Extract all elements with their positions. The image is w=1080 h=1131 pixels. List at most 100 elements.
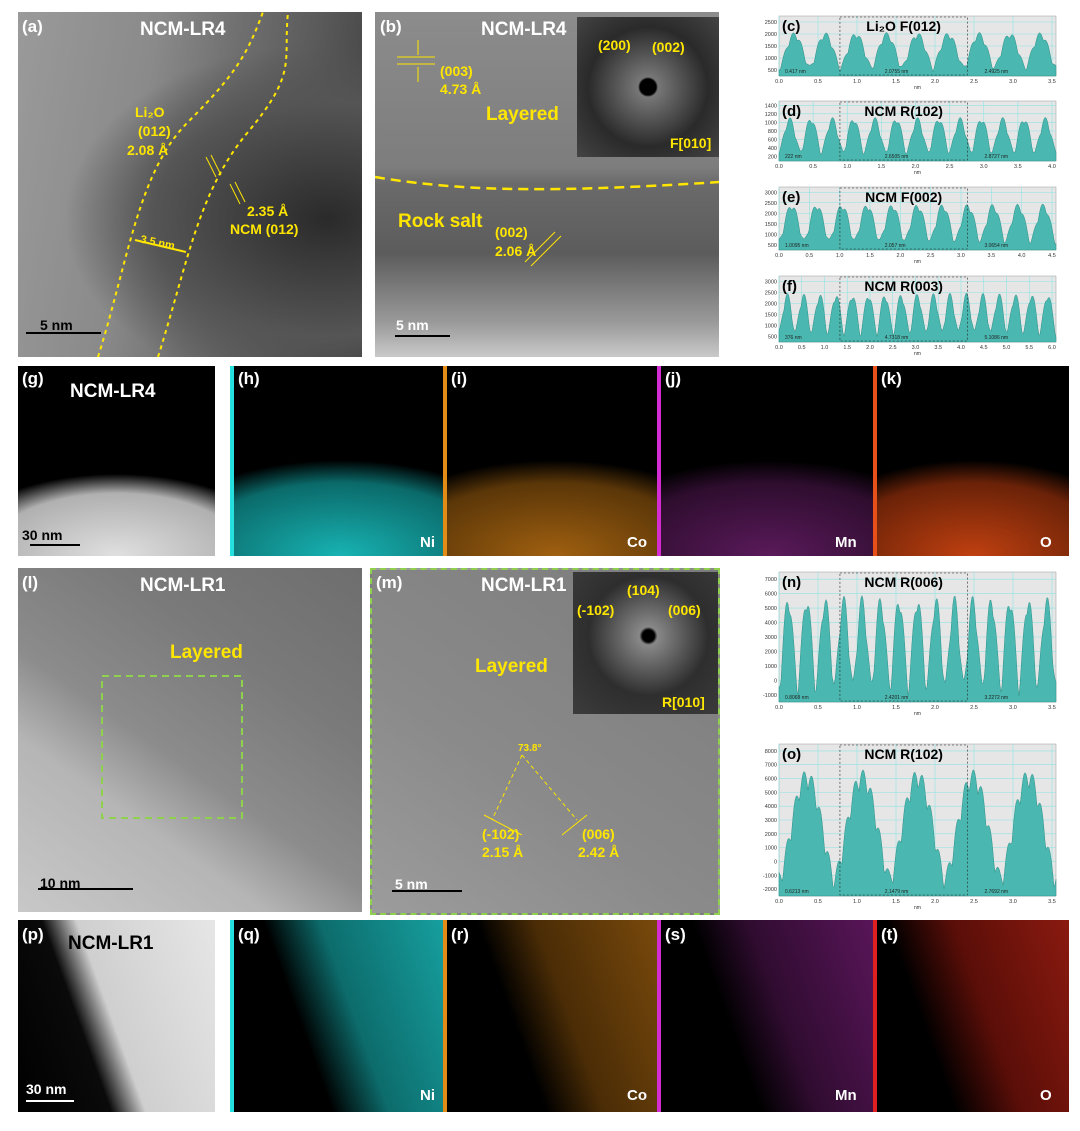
panel-label: (a) bbox=[22, 17, 43, 36]
tem-image bbox=[18, 568, 362, 912]
inset-label: (002) bbox=[652, 39, 685, 55]
profile-title: NCM R(003) bbox=[864, 278, 943, 294]
annotation: Layered bbox=[475, 656, 548, 677]
y-tick-label: 500 bbox=[768, 335, 777, 341]
y-tick-label: 200 bbox=[768, 155, 777, 161]
panel-label: (e) bbox=[782, 189, 800, 206]
y-tick-label: 3000 bbox=[765, 280, 777, 286]
y-tick-label: 2500 bbox=[765, 20, 777, 26]
profile-curve bbox=[778, 769, 1057, 897]
panel-title: NCM-LR4 bbox=[140, 19, 226, 40]
panel-label: (b) bbox=[380, 17, 402, 36]
measurement: 222 nm bbox=[785, 154, 802, 160]
y-tick-label: 3000 bbox=[765, 190, 777, 196]
measurement: 5.1086 nm bbox=[984, 335, 1008, 341]
measurement: 2.8727 nm bbox=[984, 154, 1008, 160]
element-label: O bbox=[1040, 1087, 1052, 1104]
measurement: 376 nm bbox=[785, 335, 802, 341]
measurement: 0.8068 nm bbox=[785, 695, 809, 701]
panel-label: (p) bbox=[22, 925, 44, 944]
profile-title: Li₂O F(012) bbox=[866, 18, 941, 34]
x-axis-label: nm bbox=[914, 351, 921, 357]
overlay bbox=[483, 754, 588, 836]
eds-map bbox=[657, 366, 877, 556]
annotation: Layered bbox=[170, 642, 243, 663]
scale-bar-label: 5 nm bbox=[395, 876, 428, 892]
annotation: (002) bbox=[495, 224, 528, 240]
y-tick-label: 2500 bbox=[765, 291, 777, 297]
y-tick-label: 0 bbox=[774, 678, 777, 684]
x-tick-label: 2.5 bbox=[946, 164, 954, 170]
annotation: 73.8° bbox=[518, 743, 542, 754]
annotation: (006) bbox=[582, 826, 615, 842]
x-tick-label: 2.5 bbox=[927, 253, 935, 259]
panel-label: (r) bbox=[451, 925, 469, 944]
y-tick-label: 6000 bbox=[765, 592, 777, 598]
panel-label: (o) bbox=[782, 746, 801, 763]
measurement: 0.417 nm bbox=[785, 69, 806, 75]
x-tick-label: 0.5 bbox=[809, 164, 817, 170]
y-tick-label: -2000 bbox=[763, 887, 777, 893]
x-axis-label: nm bbox=[914, 85, 921, 91]
y-tick-label: 3000 bbox=[765, 635, 777, 641]
x-tick-label: 0.5 bbox=[814, 899, 822, 905]
plot-area bbox=[778, 186, 1057, 251]
measure-box bbox=[839, 744, 968, 896]
y-tick-label: 1500 bbox=[765, 313, 777, 319]
panel-title: NCM-LR1 bbox=[481, 575, 567, 596]
x-tick-label: 1.5 bbox=[866, 253, 874, 259]
x-tick-label: 3.5 bbox=[1014, 164, 1022, 170]
x-tick-label: 3.0 bbox=[912, 345, 920, 351]
x-tick-label: 3.0 bbox=[1009, 79, 1017, 85]
plot-area bbox=[778, 743, 1057, 897]
measurement: 2.0755 nm bbox=[885, 69, 909, 75]
x-tick-label: 0.0 bbox=[775, 345, 783, 351]
plot-area bbox=[778, 275, 1057, 343]
x-tick-label: 0.5 bbox=[798, 345, 806, 351]
profile-curve bbox=[778, 292, 1057, 343]
x-tick-label: 4.5 bbox=[1048, 253, 1056, 259]
haadf-image bbox=[18, 366, 215, 556]
y-tick-label: 2000 bbox=[765, 649, 777, 655]
y-tick-label: -1000 bbox=[763, 693, 777, 699]
y-tick-label: 6000 bbox=[765, 777, 777, 783]
measurement: 2.1479 nm bbox=[885, 889, 909, 895]
profile-title: NCM R(102) bbox=[864, 103, 943, 119]
y-tick-label: 1000 bbox=[765, 664, 777, 670]
y-tick-label: 500 bbox=[768, 68, 777, 74]
x-tick-label: 0.5 bbox=[814, 79, 822, 85]
inset-label: (104) bbox=[627, 582, 660, 598]
x-tick-label: 2.0 bbox=[912, 164, 920, 170]
annotation: NCM (012) bbox=[230, 221, 299, 237]
x-tick-label: 4.0 bbox=[1048, 164, 1056, 170]
y-tick-label: 1500 bbox=[765, 222, 777, 228]
x-tick-label: 1.5 bbox=[843, 345, 851, 351]
scale-bar-label: 5 nm bbox=[396, 317, 429, 333]
overlay bbox=[101, 675, 243, 819]
panel-label: (k) bbox=[881, 369, 902, 388]
x-tick-label: 2.5 bbox=[889, 345, 897, 351]
y-tick-label: 1000 bbox=[765, 324, 777, 330]
y-tick-label: 1000 bbox=[765, 232, 777, 238]
element-label: O bbox=[1040, 534, 1052, 551]
element-label: Mn bbox=[835, 534, 857, 551]
x-tick-label: 1.5 bbox=[892, 899, 900, 905]
annotation: Li₂O bbox=[135, 104, 165, 120]
inset-label: (006) bbox=[668, 602, 701, 618]
x-tick-label: 3.5 bbox=[1048, 705, 1056, 711]
x-tick-label: 1.0 bbox=[853, 705, 861, 711]
scale-bar-label: 5 nm bbox=[40, 317, 73, 333]
panel-label: (g) bbox=[22, 369, 44, 388]
inset-label: (-102) bbox=[577, 602, 615, 618]
inset-label: R[010] bbox=[662, 694, 705, 710]
x-tick-label: 4.0 bbox=[957, 345, 965, 351]
measurement: 2.4925 nm bbox=[984, 69, 1008, 75]
measurement: 0.6213 nm bbox=[785, 889, 809, 895]
y-tick-label: 1000 bbox=[765, 56, 777, 62]
y-tick-label: 1000 bbox=[765, 846, 777, 852]
profile-curve bbox=[778, 117, 1057, 162]
y-tick-label: 1400 bbox=[765, 103, 777, 109]
x-tick-label: 1.0 bbox=[821, 345, 829, 351]
panel-label: (c) bbox=[782, 18, 800, 35]
